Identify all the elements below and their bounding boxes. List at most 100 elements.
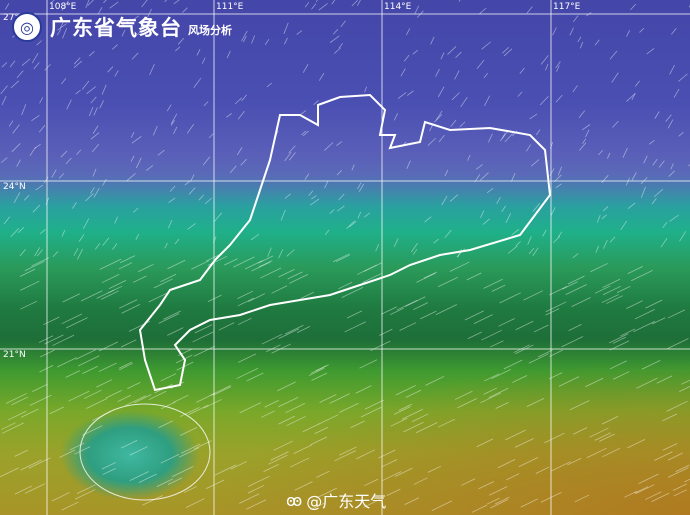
wind-streak [183,486,197,493]
wind-streak [488,133,493,143]
wind-streak [214,464,237,476]
wind-streak [529,113,538,120]
wind-streak [515,241,521,247]
wind-streak [130,132,135,138]
wind-streak [329,209,335,214]
wind-streak [13,192,21,204]
wind-streak [301,130,307,136]
wind-streak [667,309,686,319]
wind-streak [490,499,509,509]
wind-streak [169,185,176,192]
wind-streak [264,38,270,46]
wind-streak [336,141,343,146]
wind-streak [438,134,445,143]
wind-streak [251,261,271,272]
wind-streak [558,376,580,387]
wind-streak [35,184,44,191]
wind-streak [430,36,435,45]
wind-streak [102,467,116,476]
wind-streak [101,290,119,300]
wind-streak [678,131,684,137]
wind-streak [635,484,655,495]
wind-streak [287,271,303,280]
wind-streak [526,144,531,152]
wind-streak [284,151,292,162]
wind-streak [488,486,508,496]
wind-streak [643,155,648,164]
wind-streak [346,310,363,319]
wind-streak [490,340,504,348]
wind-streak [479,7,487,15]
wind-streak [179,447,200,458]
wind-streak [57,23,67,31]
wind-streak [133,394,152,404]
wind-streak [112,243,118,250]
wind-streak [61,0,69,11]
wind-streak [437,276,459,288]
wind-streak [639,27,645,33]
wind-streak [240,158,247,166]
wind-streak [467,154,471,161]
wind-streak [103,0,107,4]
wind-streak [381,471,402,482]
wind-streak [532,203,541,212]
wind-streak [538,349,553,358]
wind-streak [412,249,418,255]
wind-streak [152,125,158,136]
wind-streak [141,0,148,8]
wind-streak [555,183,562,189]
wind-streak [198,194,205,201]
wind-streak [86,398,108,409]
wind-streak [61,313,83,325]
wind-streak [163,310,181,320]
wind-streak [32,204,41,213]
wind-streak [556,65,560,72]
wind-streak [31,114,40,122]
wind-streak [444,229,452,239]
wind-streak [424,216,432,223]
wind-streak [175,46,181,52]
wind-streak [660,238,668,248]
wind-streak [324,142,334,151]
wind-streak [167,219,173,229]
wind-streak [302,423,320,433]
wind-streak [501,133,506,139]
wind-streak [93,107,98,116]
wind-streak [158,313,180,324]
wind-streak [483,387,498,395]
wind-streak [300,291,315,300]
wind-streak [92,125,99,134]
wind-streak [581,124,591,131]
wind-streak [627,202,636,209]
wind-streak [182,7,188,13]
wind-streak [77,355,100,367]
wind-streak [331,0,336,5]
wind-streak [119,361,133,369]
wind-streak [612,336,626,344]
wind-streak [555,61,561,69]
wind-streak [329,35,340,43]
wind-streak [75,89,81,95]
wind-streak [459,121,466,128]
wind-streak [532,247,539,257]
wind-streak [248,475,270,487]
wind-streak [336,170,342,176]
wind-streak [1,95,7,106]
wind-streak [268,454,288,465]
wind-streak [294,481,313,491]
wind-streak [675,464,690,472]
wind-streak [49,406,64,415]
wind-streak [582,138,587,145]
wind-streak [540,96,549,106]
wind-streak [577,36,582,43]
wind-streak [170,113,178,125]
wind-streak [503,359,523,370]
wind-streak [652,158,658,166]
wind-streak [98,7,103,14]
wind-streak [435,68,440,77]
wind-streak [87,0,95,6]
wind-streak [526,398,545,407]
wind-streak [653,188,664,198]
wind-streak [571,297,591,308]
